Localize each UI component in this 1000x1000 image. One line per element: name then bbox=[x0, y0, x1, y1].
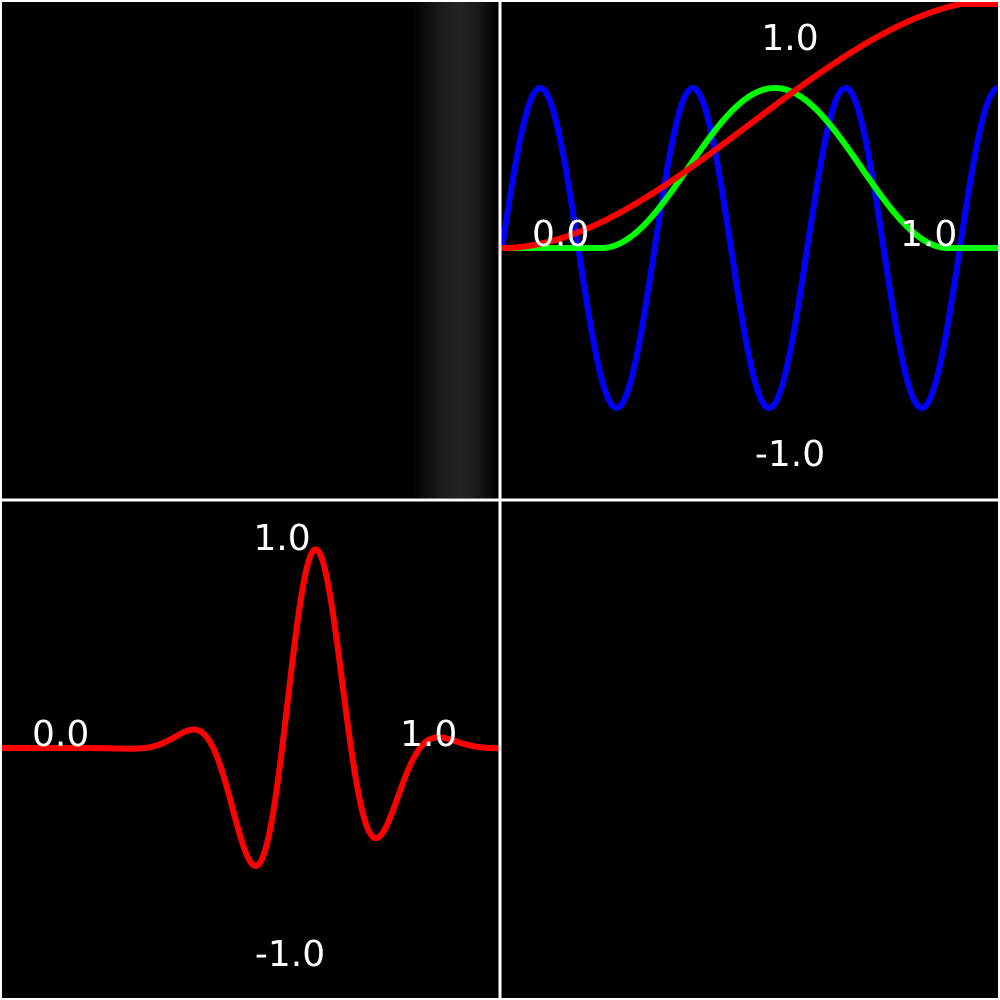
tr-series-line-2 bbox=[499, 85, 1000, 251]
bottom-left-series-group bbox=[0, 546, 501, 869]
bottom-left-y-top-label: 1.0 bbox=[253, 518, 310, 559]
bottom-left-y-bottom-label: -1.0 bbox=[255, 934, 325, 975]
top-right-x-end-label: 1.0 bbox=[900, 214, 957, 255]
top-right-y-top-label: 1.0 bbox=[761, 18, 818, 59]
tr-series-line-1 bbox=[499, 85, 1000, 411]
panel-bottom-right-background bbox=[502, 502, 998, 998]
top-right-x-start-label: 0.0 bbox=[532, 214, 589, 255]
top-right-series-group bbox=[499, 1, 1000, 411]
panel-top-left bbox=[2, 2, 498, 498]
panel-bottom-right bbox=[502, 502, 998, 998]
bottom-left-x-end-label: 1.0 bbox=[400, 714, 457, 755]
top-right-y-bottom-label: -1.0 bbox=[755, 434, 825, 475]
heatmap-band bbox=[412, 2, 498, 498]
panel-top-right: 0.0 1.0 1.0 -1.0 bbox=[499, 1, 1000, 498]
bl-series-line-1 bbox=[0, 546, 501, 869]
tr-series-line-3 bbox=[499, 1, 1000, 251]
bottom-left-x-start-label: 0.0 bbox=[32, 714, 89, 755]
panel-bottom-left: 0.0 1.0 1.0 -1.0 bbox=[0, 502, 501, 998]
